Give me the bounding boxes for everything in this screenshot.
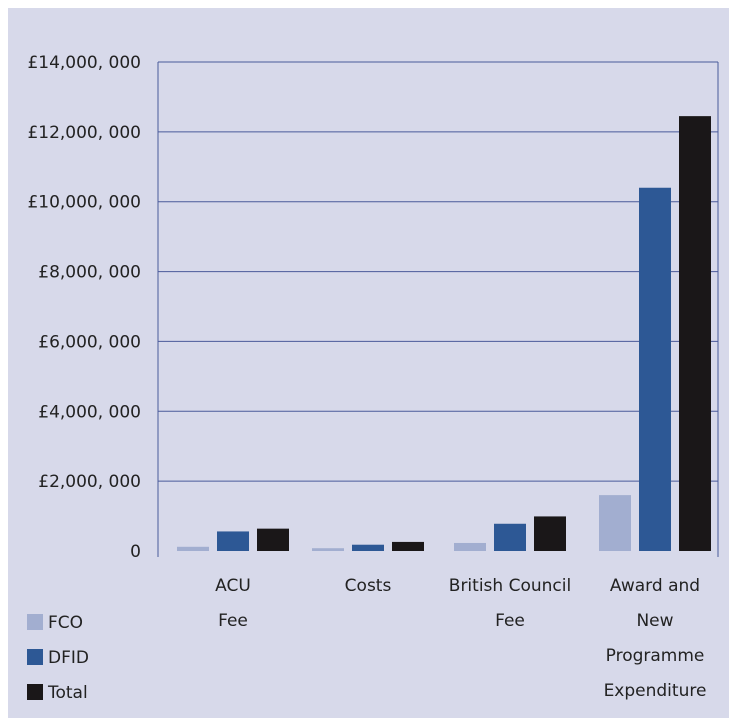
legend-label-dfid: DFID	[48, 648, 89, 668]
bar-fco	[454, 542, 486, 551]
chart-container: 0 £2,000, 000 £4,000, 000 £6,000, 000 £8,000…	[8, 8, 729, 718]
bar-total	[392, 541, 424, 551]
x-tick-label: Costs	[345, 576, 392, 596]
bar-fco	[177, 546, 209, 551]
x-tick-label: ACU	[215, 576, 251, 596]
y-tick-label: £4,000, 000	[38, 402, 141, 422]
legend-swatch-fco	[27, 614, 43, 630]
legend-swatch-dfid	[27, 649, 43, 665]
y-tick-label: £10,000, 000	[27, 193, 141, 213]
legend-label-fco: FCO	[48, 613, 83, 633]
y-tick-label: 0	[130, 542, 141, 562]
legend-label-total: Total	[47, 683, 88, 703]
bar-dfid	[494, 523, 526, 551]
legend-swatch-total	[27, 684, 43, 700]
y-tick-label: £14,000, 000	[27, 53, 141, 73]
x-tick-label: British Council	[449, 576, 571, 596]
y-tick-label: £8,000, 000	[38, 263, 141, 283]
x-tick-label: Expenditure	[604, 681, 707, 701]
bar-dfid	[639, 187, 671, 551]
y-tick-label: £2,000, 000	[38, 472, 141, 492]
bar-dfid	[217, 531, 249, 551]
bar-total	[534, 516, 566, 551]
x-tick-label: Fee	[495, 611, 525, 631]
bar-fco	[312, 548, 344, 551]
x-tick-label: Award and	[610, 576, 700, 596]
x-tick-label: Programme	[606, 646, 705, 666]
y-tick-label: £12,000, 000	[27, 123, 141, 143]
bar-total	[679, 116, 711, 551]
bar-dfid	[352, 544, 384, 551]
bar-fco	[599, 495, 631, 551]
bar-chart: 0 £2,000, 000 £4,000, 000 £6,000, 000 £8,000…	[27, 53, 719, 703]
y-tick-label: £6,000, 000	[38, 332, 141, 352]
x-tick-label: Fee	[218, 611, 248, 631]
x-tick-label: New	[636, 611, 673, 631]
bar-total	[257, 528, 289, 551]
